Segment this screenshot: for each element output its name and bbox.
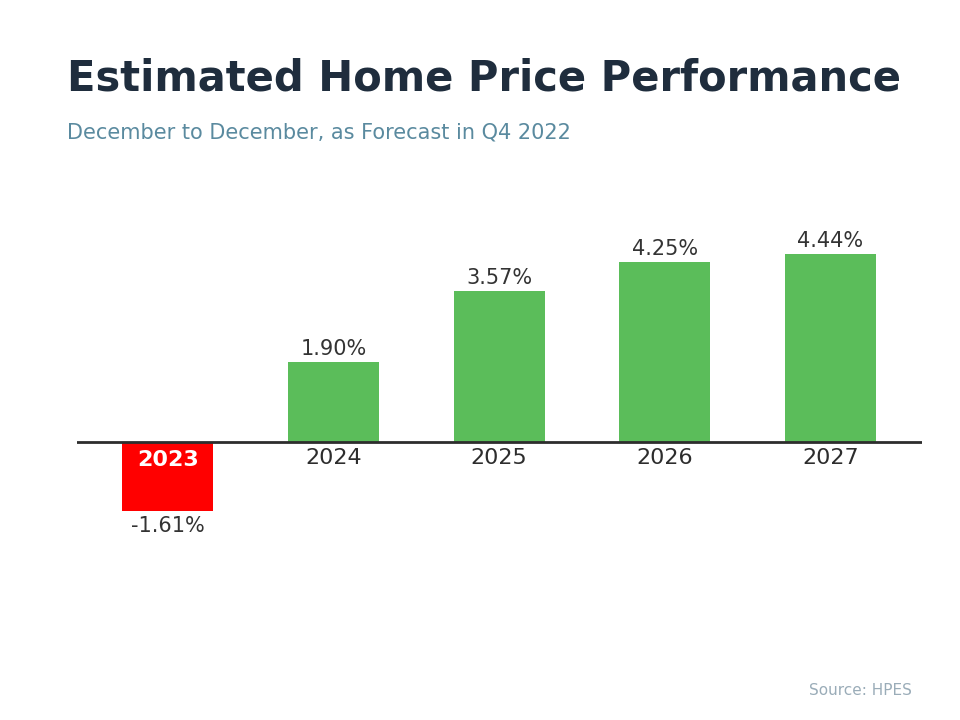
Text: December to December, as Forecast in Q4 2022: December to December, as Forecast in Q4 … bbox=[67, 122, 571, 143]
Bar bbox=[454, 291, 544, 443]
Text: 2025: 2025 bbox=[470, 448, 528, 467]
Text: 1.90%: 1.90% bbox=[300, 338, 367, 359]
Text: 2023: 2023 bbox=[137, 449, 199, 469]
Text: 2024: 2024 bbox=[305, 448, 362, 467]
Bar bbox=[785, 253, 876, 443]
Bar bbox=[288, 361, 379, 443]
Bar bbox=[122, 443, 213, 511]
Bar bbox=[619, 261, 710, 443]
Text: 3.57%: 3.57% bbox=[467, 268, 532, 287]
Text: Source: HPES: Source: HPES bbox=[809, 683, 912, 698]
Text: -1.61%: -1.61% bbox=[131, 516, 204, 536]
Text: Estimated Home Price Performance: Estimated Home Price Performance bbox=[67, 58, 901, 99]
Text: 4.44%: 4.44% bbox=[798, 230, 864, 251]
Text: 4.25%: 4.25% bbox=[632, 238, 698, 258]
Text: 2026: 2026 bbox=[636, 448, 693, 467]
Text: 2027: 2027 bbox=[803, 448, 859, 467]
